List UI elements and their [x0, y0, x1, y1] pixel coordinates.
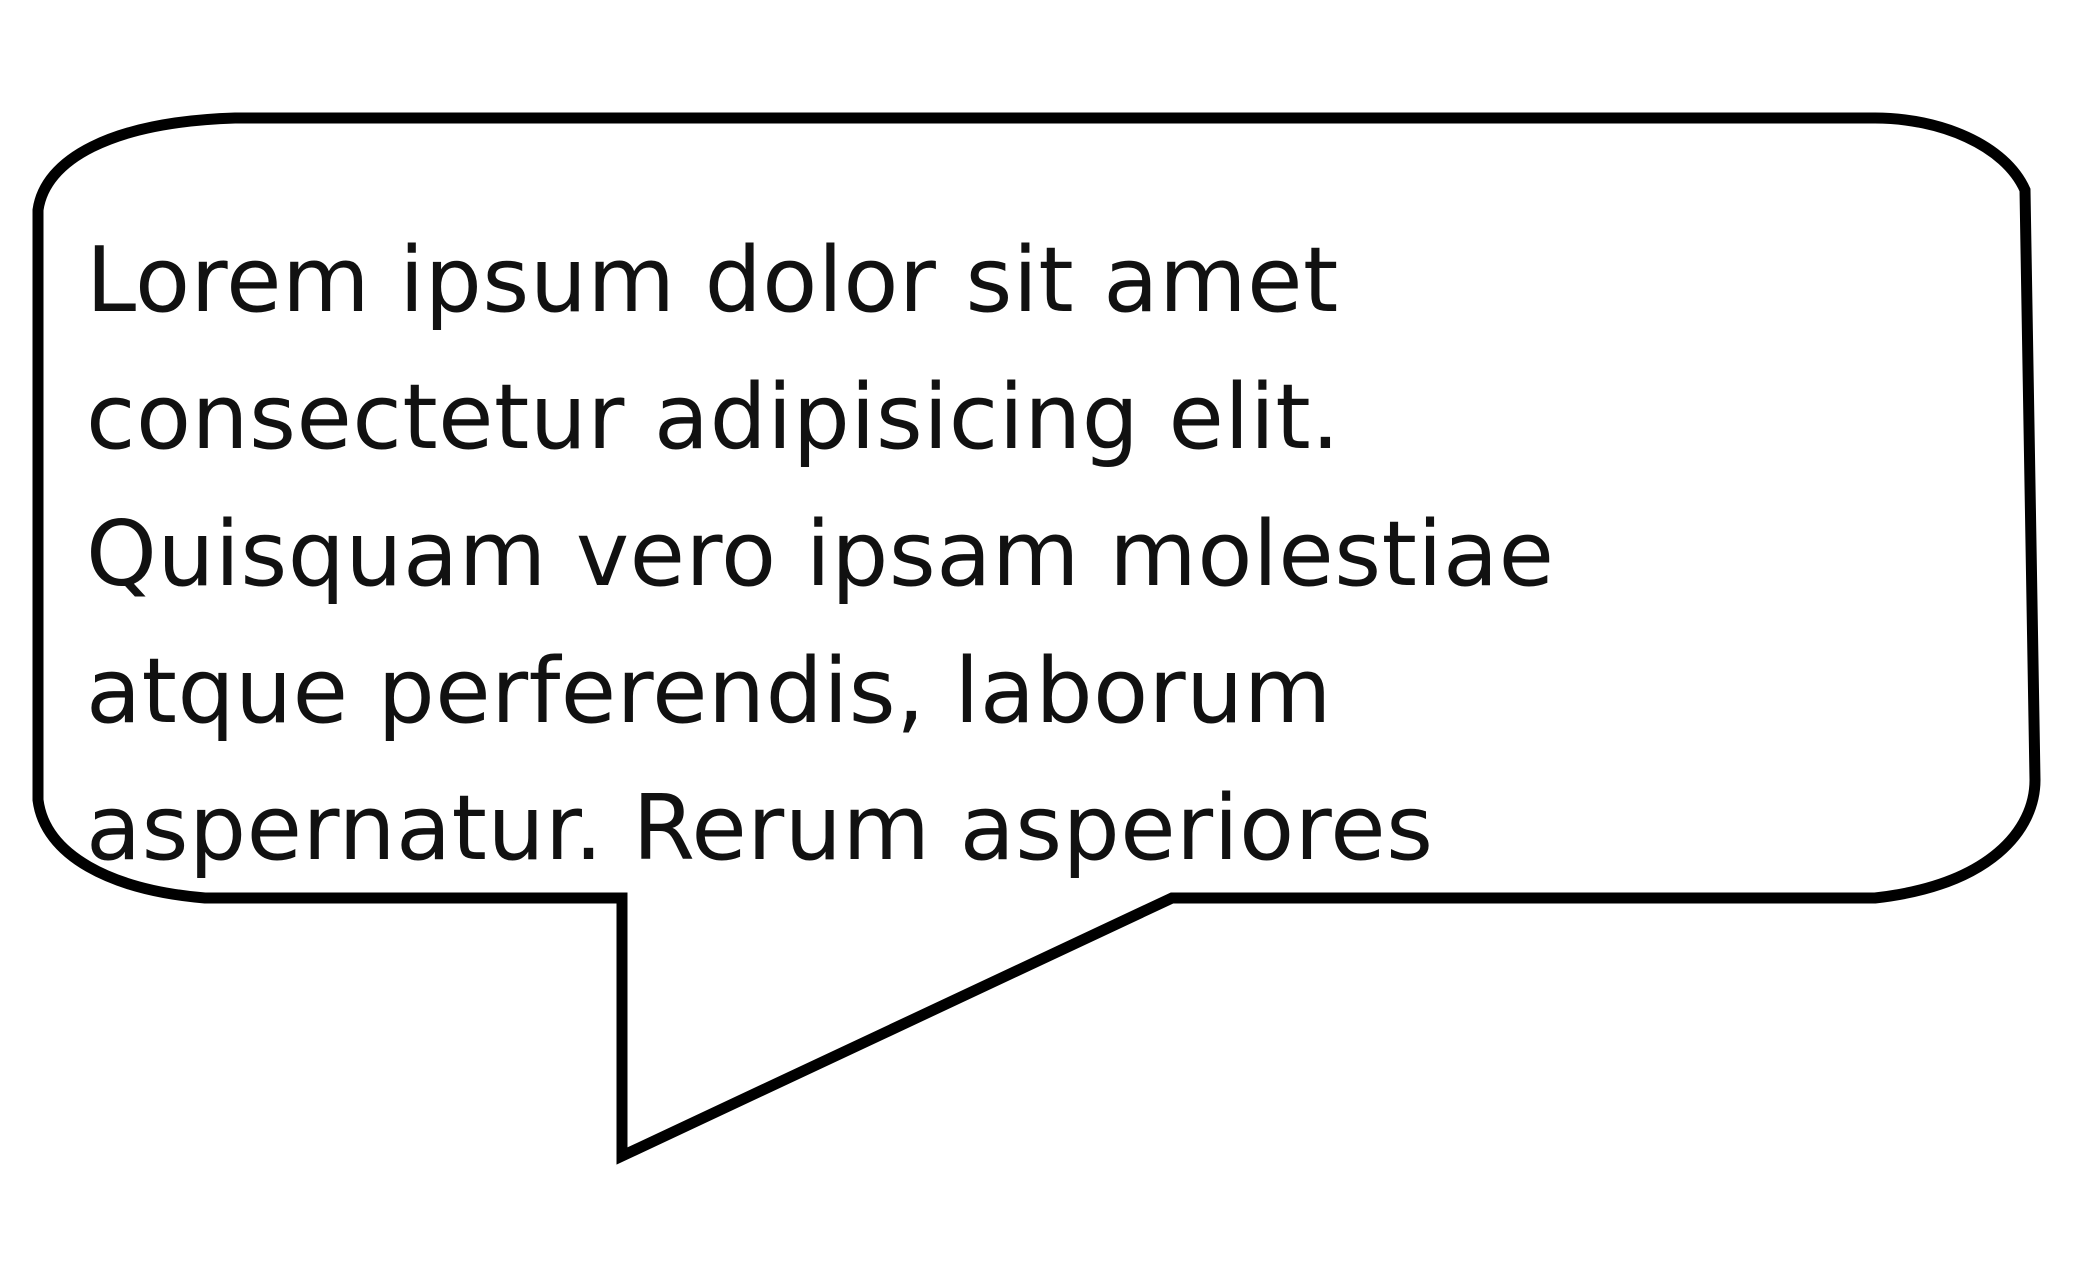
bubble-text-line-2: consectetur adipisicing elit.: [86, 365, 1341, 470]
bubble-text-line-5: aspernatur. Rerum asperiores: [86, 776, 1434, 881]
speech-bubble-text: Lorem ipsum dolor sit amet consectetur a…: [86, 212, 1986, 897]
bubble-text-line-1: Lorem ipsum dolor sit amet: [86, 228, 1339, 333]
bubble-text-line-4: atque perferendis, laborum: [86, 639, 1332, 744]
speech-bubble-outline: [32, 112, 2041, 1165]
bubble-text-line-3: Quisquam vero ipsam molestiae: [86, 502, 1555, 607]
